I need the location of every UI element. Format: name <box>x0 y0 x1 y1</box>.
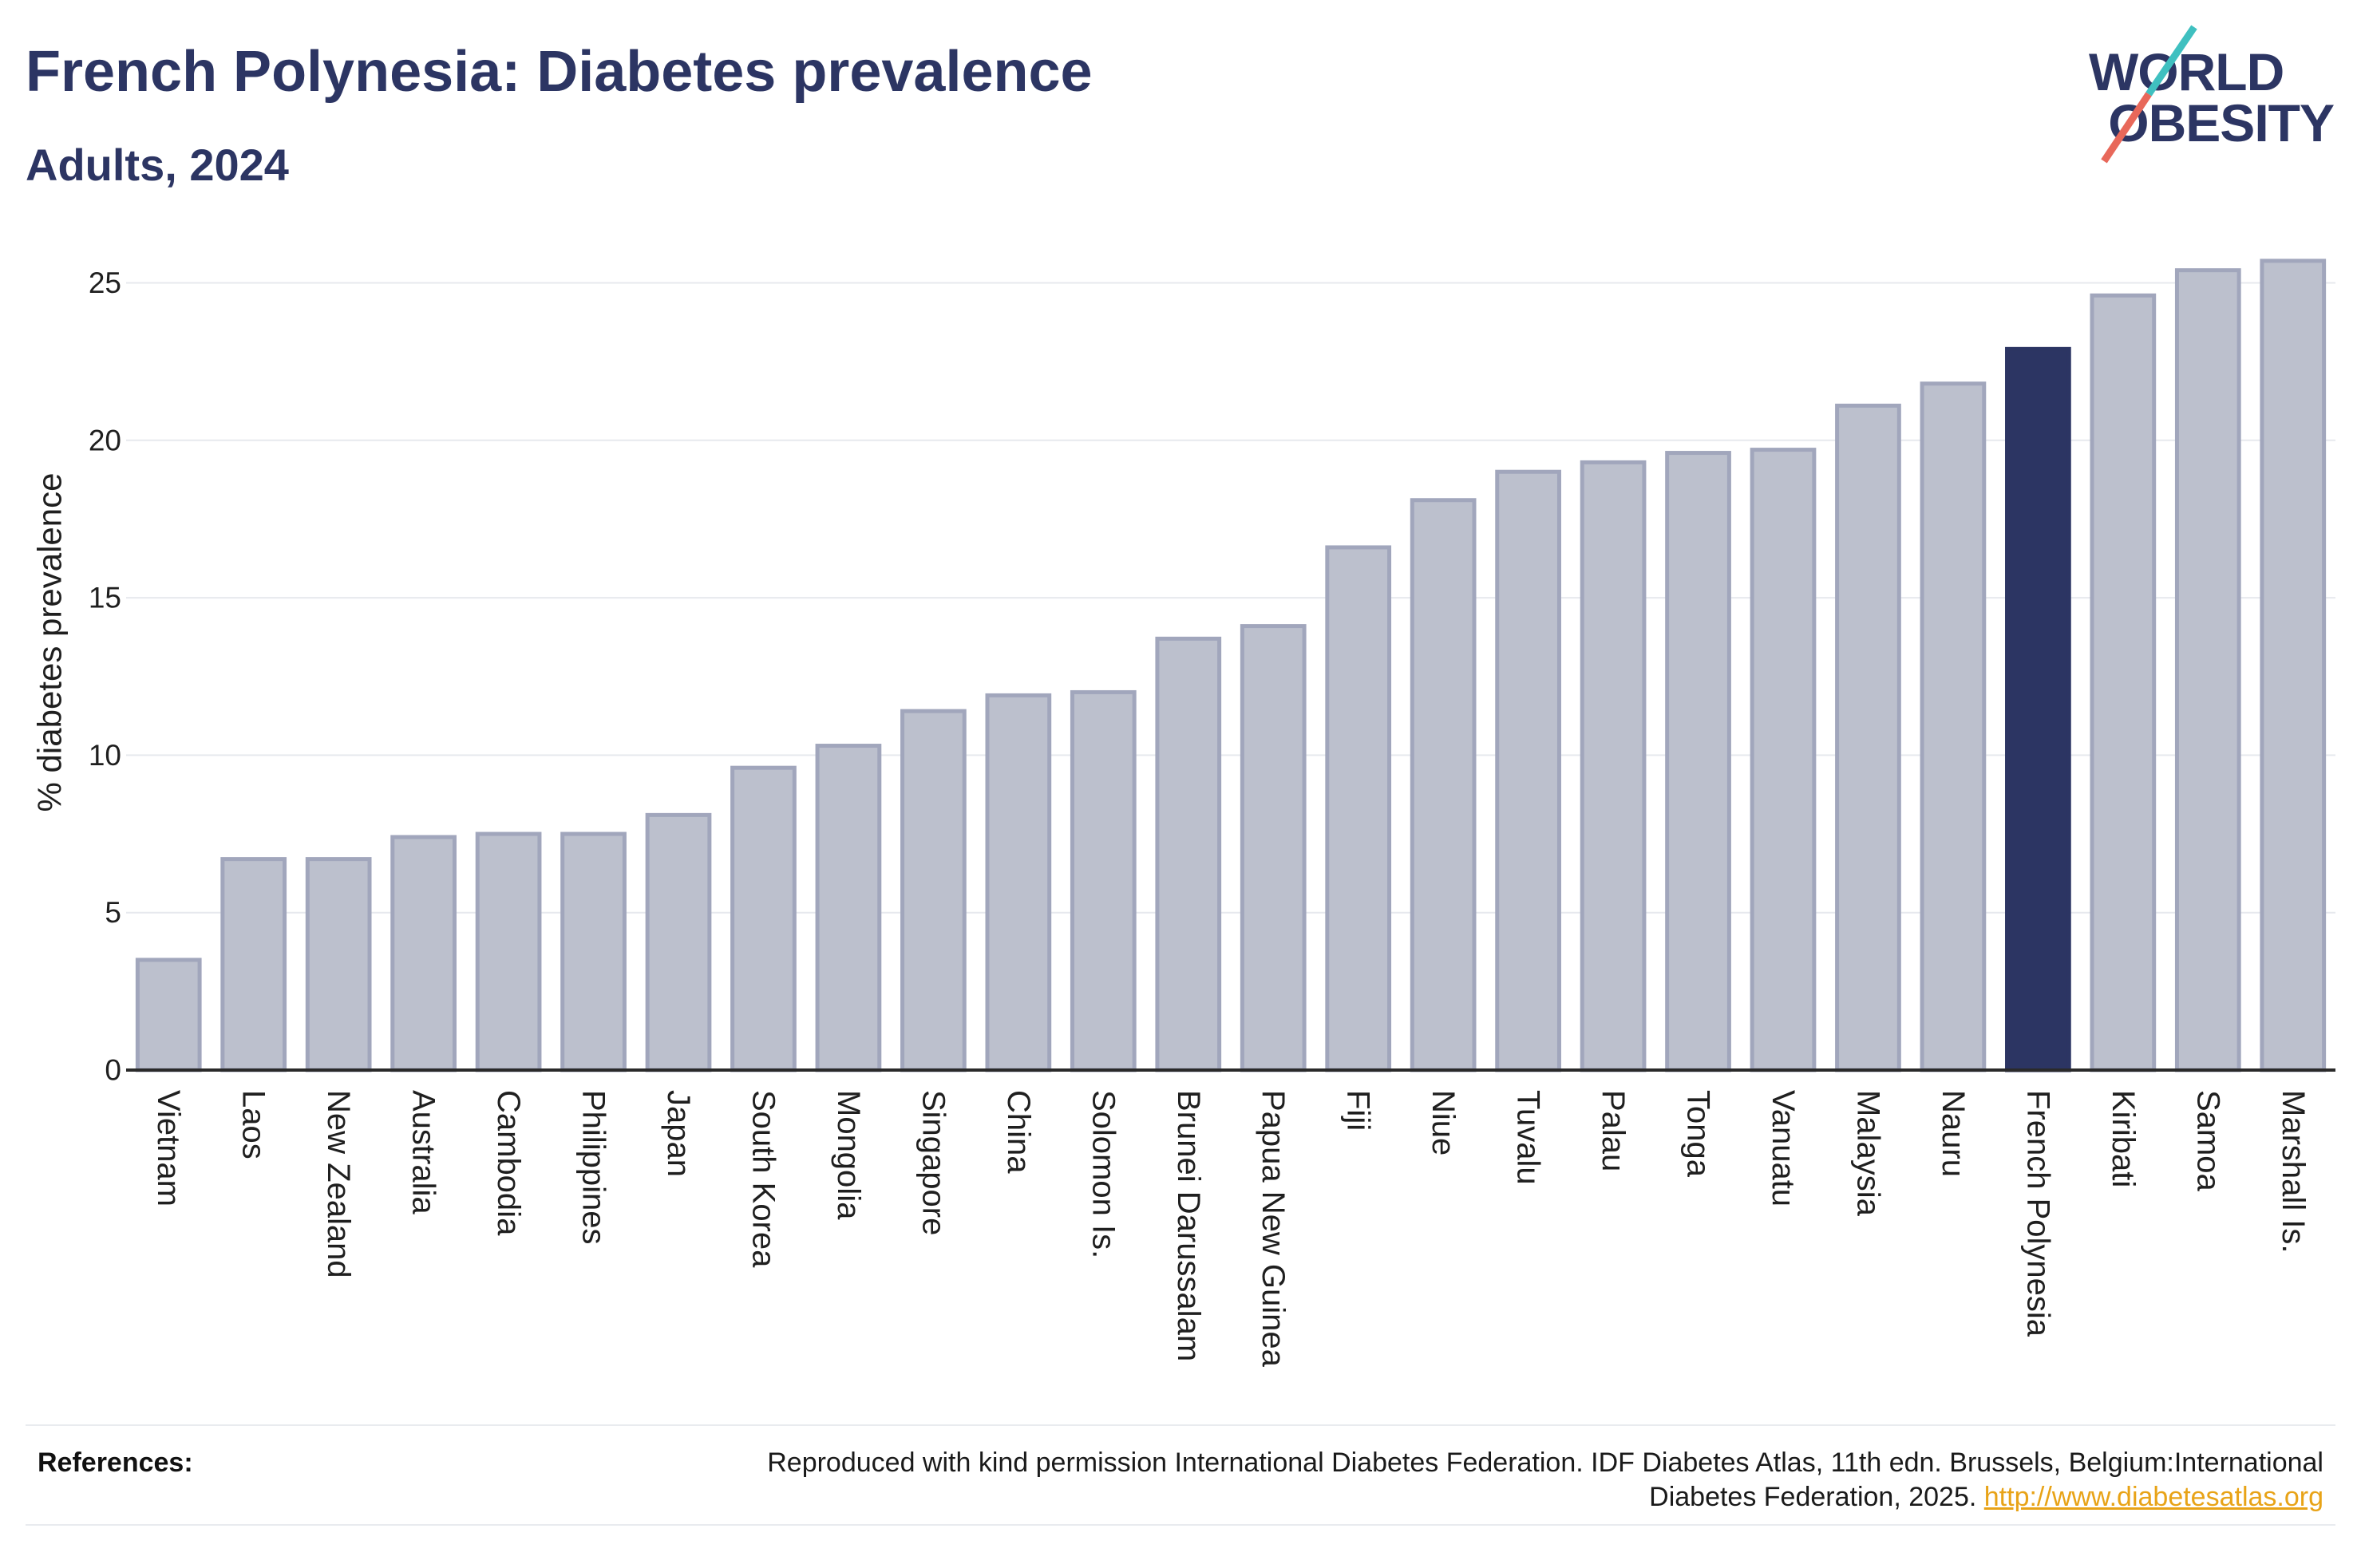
bar-cambodia <box>475 831 542 1072</box>
bar-kiribati <box>2090 293 2157 1072</box>
x-tick-label-marshall-is: Marshall Is. <box>2276 1090 2311 1254</box>
y-axis-title: % diabetes prevalence <box>31 473 69 812</box>
logo-slash-icon <box>2101 25 2197 164</box>
y-tick-label-0: 0 <box>105 1054 121 1087</box>
bar-marshall-is <box>2260 259 2327 1072</box>
y-tick-label-15: 15 <box>89 582 121 614</box>
x-tick-label-australia: Australia <box>406 1090 441 1215</box>
x-tick-label-solomon-is: Solomon Is. <box>1086 1090 1121 1258</box>
x-tick-label-south-korea: South Korea <box>745 1090 781 1268</box>
x-tick-label-niue: Niue <box>1426 1090 1461 1155</box>
references-text-block: Reproduced with kind permission Internat… <box>703 1446 2323 1515</box>
x-tick-label-fiji: Fiji <box>1341 1090 1376 1131</box>
x-tick-label-brunei-darussalam: Brunei Darussalam <box>1171 1090 1206 1361</box>
bar-tonga <box>1665 451 1731 1072</box>
diabetes-atlas-link[interactable]: http://www.diabetesatlas.org <box>1983 1482 2323 1512</box>
gridlines <box>126 282 2335 914</box>
x-tick-label-samoa: Samoa <box>2190 1090 2225 1191</box>
x-tick-label-vanuatu: Vanuatu <box>1766 1090 1801 1207</box>
bar-south-korea <box>730 765 797 1072</box>
y-tick-label-20: 20 <box>89 424 121 456</box>
references-top-divider <box>26 1424 2335 1426</box>
bar-tuvalu <box>1495 469 1561 1072</box>
logo-slash-teal <box>2145 25 2197 97</box>
bars <box>135 259 2327 1072</box>
bar-brunei-darussalam <box>1155 636 1222 1072</box>
y-tick-label-10: 10 <box>89 739 121 772</box>
x-tick-label-tuvalu: Tuvalu <box>1511 1090 1546 1185</box>
x-tick-label-palau: Palau <box>1596 1090 1631 1171</box>
bar-solomon-is <box>1070 689 1137 1072</box>
bar-philippines <box>560 831 627 1072</box>
bar-laos <box>220 857 287 1072</box>
x-tick-label-singapore: Singapore <box>916 1090 951 1235</box>
chart-title: French Polynesia: Diabetes prevalence <box>26 40 1093 104</box>
x-tick-label-tonga: Tonga <box>1681 1090 1716 1178</box>
x-tick-label-mongolia: Mongolia <box>831 1090 866 1220</box>
x-tick-label-papua-new-guinea: Papua New Guinea <box>1256 1090 1291 1368</box>
bar-vanuatu <box>1750 448 1817 1072</box>
bar-mongolia <box>815 744 882 1072</box>
x-tick-label-japan: Japan <box>661 1090 696 1177</box>
bar-fiji <box>1325 545 1392 1072</box>
bar-french-polynesia <box>2005 346 2071 1072</box>
bar-australia <box>390 835 457 1072</box>
x-tick-label-malaysia: Malaysia <box>1850 1090 1885 1217</box>
bar-singapore <box>900 709 967 1072</box>
x-tick-label-vietnam: Vietnam <box>151 1090 186 1207</box>
world-obesity-logo: WORLD OBESITY <box>2075 16 2347 176</box>
bar-new-zealand <box>305 857 372 1072</box>
bar-samoa <box>2174 268 2241 1072</box>
bar-palau <box>1580 460 1647 1072</box>
logo-word-obesity: OBESITY <box>2108 93 2335 152</box>
tick-labels: 0 5 10 15 20 25 Vietnam Laos New Zealand Australi… <box>89 267 2311 1368</box>
x-tick-label-china: China <box>1001 1090 1036 1174</box>
y-tick-label-25: 25 <box>89 267 121 299</box>
x-tick-label-kiribati: Kiribati <box>2106 1090 2141 1187</box>
bar-china <box>985 693 1052 1072</box>
x-tick-label-laos: Laos <box>236 1090 271 1159</box>
y-tick-label-5: 5 <box>105 896 121 929</box>
x-tick-label-nauru: Nauru <box>1936 1090 1971 1177</box>
references-bottom-divider <box>26 1524 2335 1526</box>
bar-papua-new-guinea <box>1240 624 1307 1072</box>
x-tick-label-french-polynesia: French Polynesia <box>2020 1090 2055 1337</box>
logo-word-world: WORLD <box>2089 42 2284 101</box>
bar-vietnam <box>135 958 202 1072</box>
bar-japan <box>645 812 712 1072</box>
references-label: References: <box>38 1448 193 1478</box>
bar-nauru <box>1920 381 1987 1072</box>
x-tick-label-philippines: Philippines <box>576 1090 611 1244</box>
x-tick-label-cambodia: Cambodia <box>491 1090 526 1236</box>
bar-malaysia <box>1835 403 1901 1072</box>
bar-niue <box>1410 498 1477 1072</box>
references-citation: Reproduced with kind permission Internat… <box>767 1448 2323 1512</box>
x-tick-label-new-zealand: New Zealand <box>321 1090 356 1278</box>
logo-slash-orange <box>2101 92 2152 164</box>
chart-subtitle: Adults, 2024 <box>26 140 289 190</box>
